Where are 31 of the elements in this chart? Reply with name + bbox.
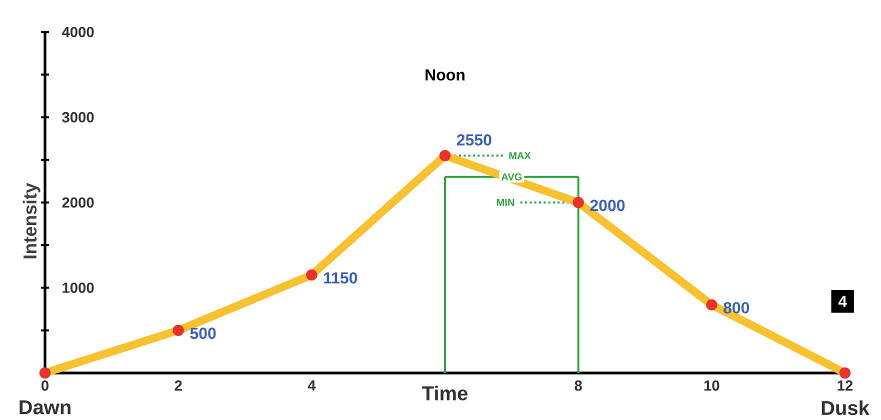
data-label: 2000 bbox=[590, 200, 625, 212]
x-tick-label: 0 bbox=[42, 380, 48, 392]
y-tick-label: 1000 bbox=[62, 282, 94, 294]
annotation: Noon bbox=[426, 70, 464, 81]
point bbox=[839, 368, 851, 379]
y-tick-label: 2000 bbox=[62, 198, 94, 208]
x-tick-label: 4 bbox=[308, 380, 316, 391]
annotation: Dusk bbox=[822, 400, 870, 416]
point bbox=[706, 299, 718, 311]
x-tick-label: 2 bbox=[174, 380, 182, 391]
data-label: 500 bbox=[190, 328, 216, 340]
ref-line-label: MIN bbox=[497, 199, 514, 206]
y-axis-title: Intensity bbox=[22, 183, 40, 259]
data-label: 2550 bbox=[456, 134, 492, 146]
annotation: Dawn bbox=[20, 400, 70, 415]
y-tick-label: 4000 bbox=[62, 27, 94, 38]
point bbox=[39, 368, 51, 379]
point bbox=[306, 270, 318, 281]
ref-line-label: MAX bbox=[509, 152, 531, 160]
point bbox=[172, 325, 184, 336]
x-axis-title: Time bbox=[422, 386, 468, 401]
ref-line-label: AVG bbox=[501, 174, 522, 181]
data-label: 1150 bbox=[324, 272, 358, 284]
point bbox=[572, 197, 584, 208]
x-tick-label: 12 bbox=[838, 380, 853, 391]
annotation: 4 bbox=[838, 296, 847, 308]
y-tick-label: 3000 bbox=[62, 112, 94, 123]
x-tick-label: 10 bbox=[704, 380, 720, 392]
x-tick-label: 8 bbox=[574, 380, 582, 392]
point bbox=[439, 150, 451, 162]
data-label: 800 bbox=[724, 302, 750, 314]
